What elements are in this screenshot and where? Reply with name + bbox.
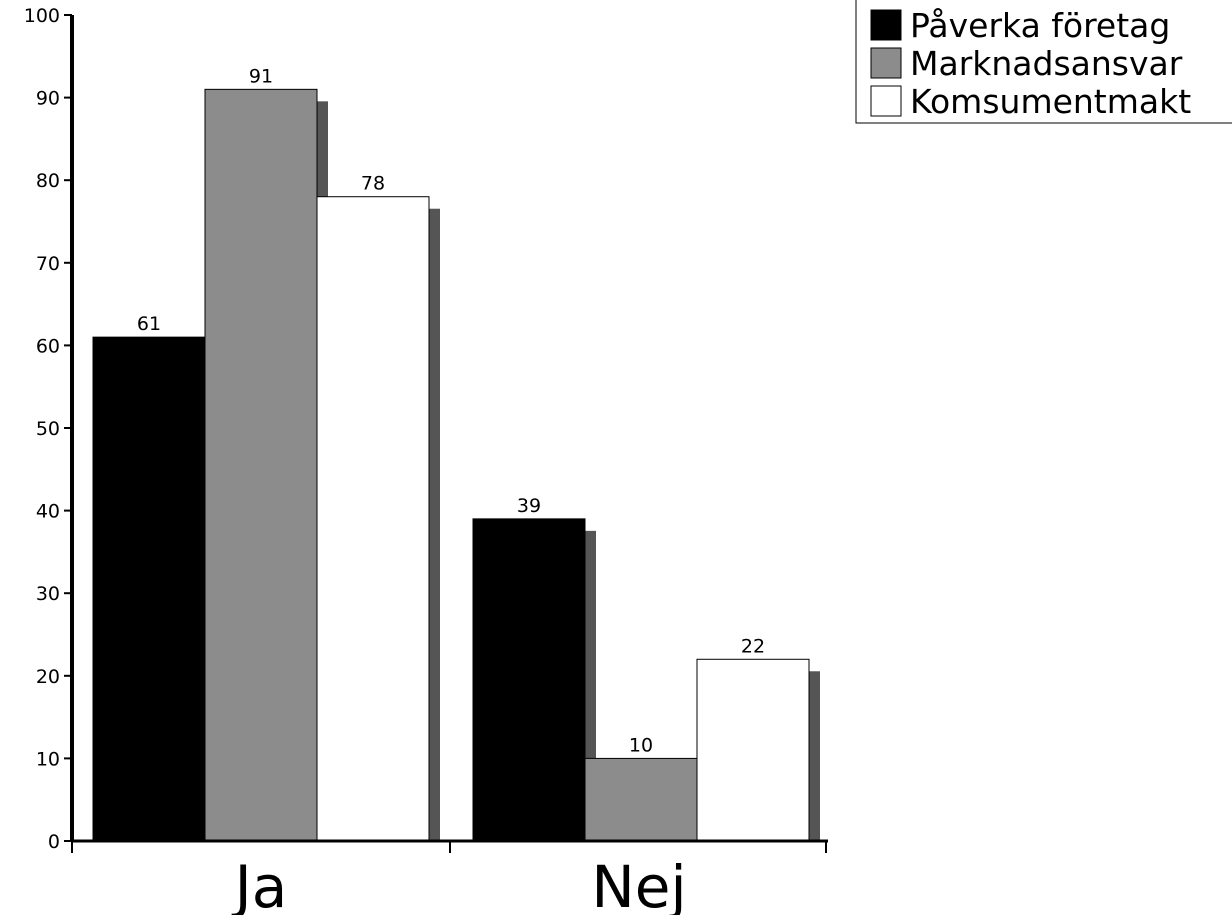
bar bbox=[92, 336, 206, 842]
legend-label: Påverka företag bbox=[910, 6, 1170, 45]
bar bbox=[696, 658, 810, 842]
value-label: 22 bbox=[741, 635, 765, 657]
value-label: 78 bbox=[361, 173, 385, 195]
y-tick-label: 90 bbox=[36, 88, 60, 110]
legend-swatch bbox=[870, 9, 902, 41]
x-category-label: Ja bbox=[232, 853, 288, 915]
y-tick-label: 100 bbox=[24, 5, 60, 27]
legend-label: Marknadsansvar bbox=[910, 44, 1183, 83]
y-tick-label: 20 bbox=[36, 666, 60, 688]
y-tick-label: 40 bbox=[36, 501, 60, 523]
y-tick-label: 60 bbox=[36, 335, 60, 357]
legend-swatch bbox=[870, 47, 902, 79]
bars bbox=[92, 88, 810, 842]
legend-box bbox=[855, 0, 1232, 124]
value-label: 61 bbox=[137, 313, 161, 335]
y-tick-label: 10 bbox=[36, 748, 60, 770]
legend-label: Komsumentmakt bbox=[910, 82, 1191, 121]
bar-shadow bbox=[585, 530, 596, 841]
legend: Påverka företagMarknadsansvarKomsumentma… bbox=[855, 0, 1232, 124]
y-tick-label: 50 bbox=[36, 418, 60, 440]
y-tick-label: 30 bbox=[36, 583, 60, 605]
bar bbox=[204, 88, 318, 842]
x-axis: Ja Nej bbox=[71, 839, 828, 915]
x-category-label: Nej bbox=[591, 853, 686, 915]
bar-shadow bbox=[809, 671, 820, 841]
value-label: 39 bbox=[517, 495, 541, 517]
legend-swatch bbox=[870, 85, 902, 117]
value-label: 10 bbox=[629, 734, 653, 756]
y-axis: 0 10 20 30 40 50 60 70 80 90 100 bbox=[24, 5, 74, 853]
bar bbox=[584, 757, 698, 842]
y-tick-label: 80 bbox=[36, 170, 60, 192]
value-labels: 61 91 78 39 10 22 bbox=[137, 65, 765, 756]
y-tick-label: 70 bbox=[36, 253, 60, 275]
bar bbox=[316, 196, 430, 842]
y-tick-label: 0 bbox=[48, 831, 60, 853]
value-label: 91 bbox=[249, 65, 273, 87]
bar bbox=[472, 518, 586, 842]
bar-shadow bbox=[429, 208, 440, 842]
